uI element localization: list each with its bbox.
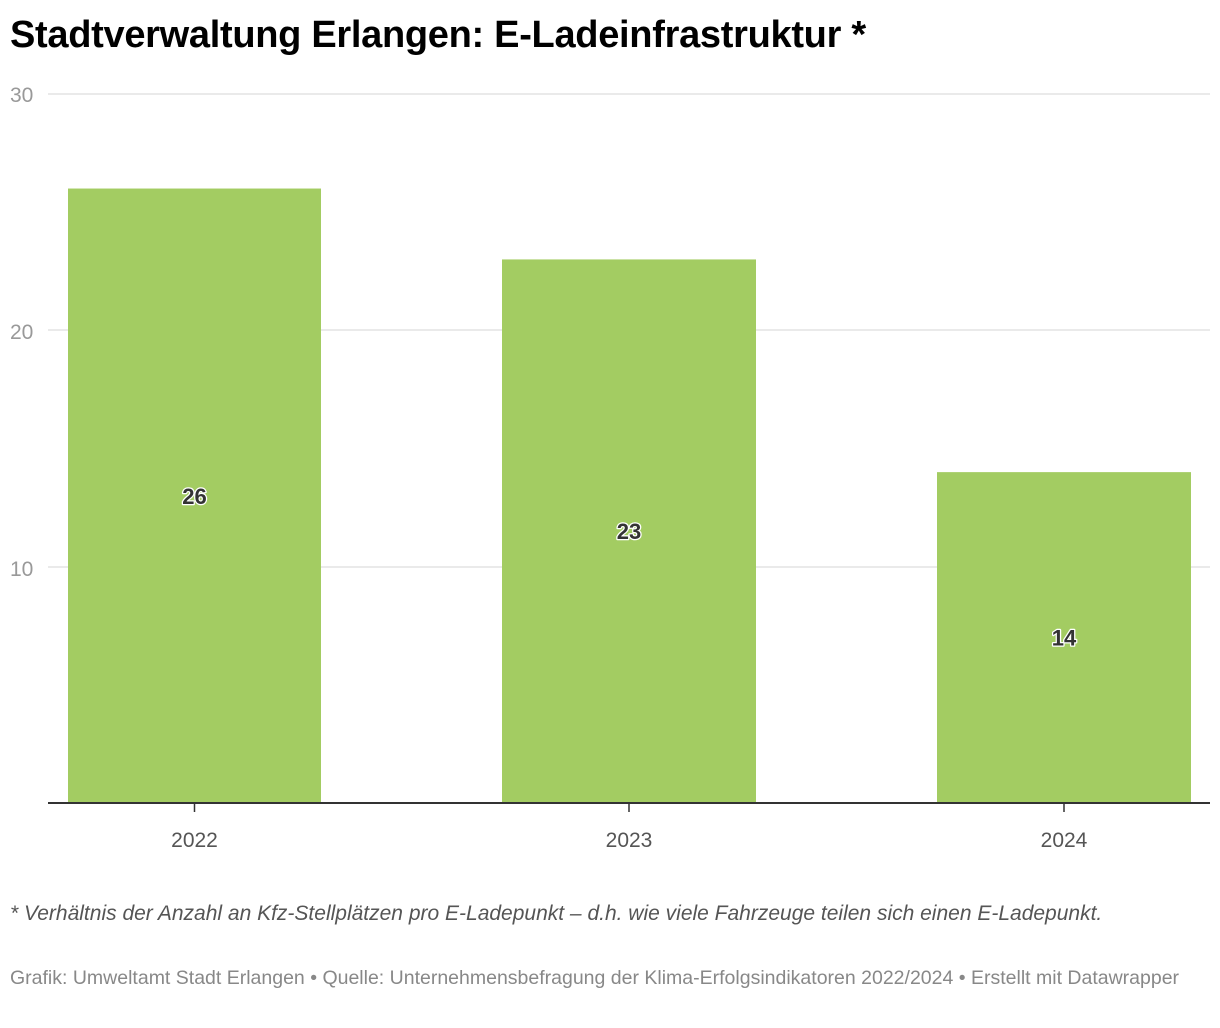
x-tick-label-2022: 2022 <box>171 829 218 852</box>
value-label-2022: 26 <box>182 484 206 509</box>
chart-title: Stadtverwaltung Erlangen: E-Ladeinfrastr… <box>10 14 866 56</box>
y-tick-label-30: 30 <box>10 84 33 107</box>
bar-2022 <box>68 188 321 804</box>
x-ticks <box>193 803 1065 812</box>
y-tick-label-20: 20 <box>10 321 33 344</box>
y-tick-label-10: 10 <box>10 558 33 581</box>
source-credits: Grafik: Umweltamt Stadt Erlangen • Quell… <box>10 967 1180 989</box>
bar-2023 <box>502 259 756 803</box>
bar-chart: 30 20 10 26 23 14 2022 2023 2024 <box>10 84 1210 852</box>
bar-2024 <box>937 472 1191 803</box>
x-tick-label-2023: 2023 <box>606 829 653 852</box>
y-tick-labels: 30 20 10 <box>10 84 33 581</box>
value-labels: 26 23 14 <box>181 483 1078 652</box>
value-label-2024: 14 <box>1052 626 1077 651</box>
value-label-2023: 23 <box>617 519 641 544</box>
footnote: * Verhältnis der Anzahl an Kfz-Stellplät… <box>10 902 1103 925</box>
x-tick-labels: 2022 2023 2024 <box>171 829 1088 852</box>
bars <box>68 188 1191 804</box>
x-tick-label-2024: 2024 <box>1041 829 1088 852</box>
